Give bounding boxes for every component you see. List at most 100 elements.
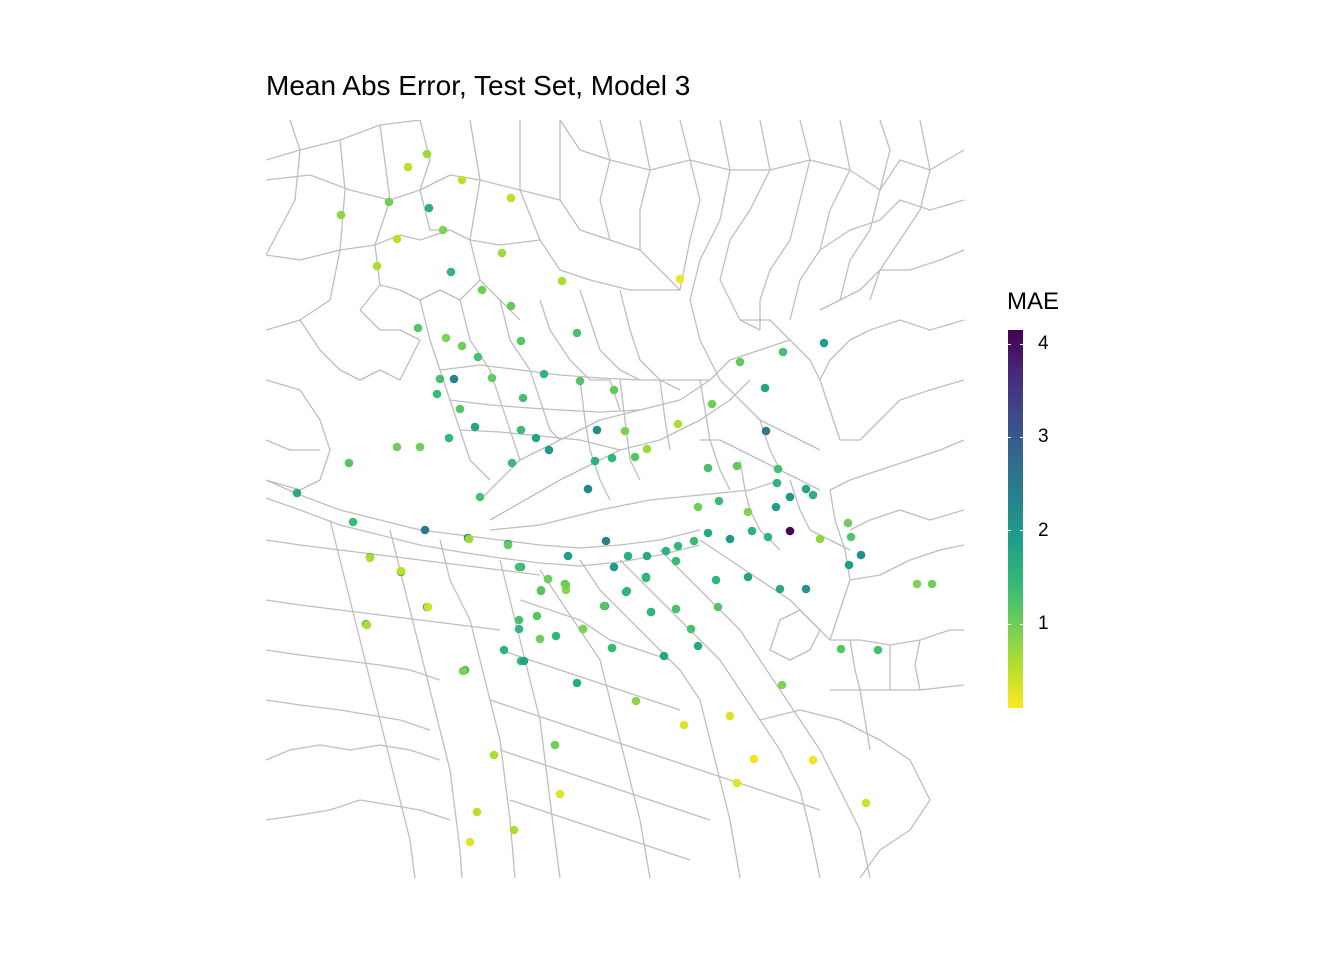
mae-point bbox=[561, 580, 571, 590]
mae-point bbox=[499, 645, 509, 655]
mae-point bbox=[642, 444, 652, 454]
mae-point bbox=[689, 536, 699, 546]
mae-point bbox=[583, 484, 593, 494]
mae-point bbox=[601, 536, 611, 546]
mae-point bbox=[539, 369, 549, 379]
mae-point bbox=[763, 532, 773, 542]
mae-point bbox=[673, 541, 683, 551]
mae-point bbox=[535, 634, 545, 644]
mae-point bbox=[509, 825, 519, 835]
mae-points bbox=[292, 149, 937, 847]
mae-point bbox=[630, 452, 640, 462]
mae-point bbox=[707, 399, 717, 409]
mae-point bbox=[773, 464, 783, 474]
mae-point bbox=[801, 484, 811, 494]
mae-point bbox=[749, 754, 759, 764]
mae-point bbox=[435, 374, 445, 384]
legend-colorbar bbox=[1008, 330, 1023, 708]
mae-point bbox=[519, 656, 529, 666]
mae-point bbox=[446, 267, 456, 277]
mae-point bbox=[785, 492, 795, 502]
mae-point bbox=[808, 490, 818, 500]
mae-point bbox=[844, 560, 854, 570]
mae-point bbox=[819, 338, 829, 348]
mae-point bbox=[384, 197, 394, 207]
mae-point bbox=[506, 193, 516, 203]
mae-point bbox=[438, 225, 448, 235]
mae-point bbox=[423, 602, 433, 612]
mae-point bbox=[641, 573, 651, 583]
mae-point bbox=[671, 604, 681, 614]
mae-point bbox=[563, 551, 573, 561]
mae-point bbox=[516, 336, 526, 346]
mae-point bbox=[457, 341, 467, 351]
mae-point bbox=[413, 323, 423, 333]
legend-title: MAE bbox=[1007, 288, 1060, 315]
mae-point bbox=[743, 572, 753, 582]
mae-point bbox=[518, 393, 528, 403]
mae-point bbox=[725, 711, 735, 721]
mae-point bbox=[646, 607, 656, 617]
mae-point bbox=[856, 550, 866, 560]
mae-point bbox=[396, 566, 406, 576]
mae-point bbox=[873, 645, 883, 655]
mae-point bbox=[703, 463, 713, 473]
mae-point bbox=[458, 666, 468, 676]
mae-point bbox=[772, 478, 782, 488]
mae-point bbox=[623, 551, 633, 561]
mae-point bbox=[631, 696, 641, 706]
mae-point bbox=[686, 624, 696, 634]
mae-point bbox=[599, 601, 609, 611]
mae-point bbox=[477, 285, 487, 295]
mae-point bbox=[292, 488, 302, 498]
mae-point bbox=[912, 579, 922, 589]
mae-point bbox=[487, 373, 497, 383]
mae-point bbox=[455, 404, 465, 414]
mae-point bbox=[489, 750, 499, 760]
mae-point bbox=[703, 528, 713, 538]
mae-point bbox=[362, 620, 372, 630]
mae-point bbox=[575, 376, 585, 386]
mae-point bbox=[777, 680, 787, 690]
mae-point bbox=[609, 385, 619, 395]
mae-point bbox=[550, 740, 560, 750]
mae-point bbox=[472, 807, 482, 817]
mae-point bbox=[927, 579, 937, 589]
mae-point bbox=[711, 575, 721, 585]
mae-point bbox=[344, 458, 354, 468]
mae-point bbox=[392, 234, 402, 244]
mae-point bbox=[365, 553, 375, 563]
mae-point bbox=[836, 644, 846, 654]
mae-point bbox=[536, 586, 546, 596]
mae-point bbox=[761, 426, 771, 436]
mae-point bbox=[679, 720, 689, 730]
mae-point bbox=[551, 631, 561, 641]
mae-point bbox=[441, 333, 451, 343]
mae-point bbox=[861, 798, 871, 808]
mae-point bbox=[713, 602, 723, 612]
mae-point bbox=[661, 546, 671, 556]
mae-point bbox=[607, 453, 617, 463]
mae-point bbox=[725, 534, 735, 544]
mae-point bbox=[735, 357, 745, 367]
mae-point bbox=[775, 584, 785, 594]
mae-point bbox=[424, 203, 434, 213]
mae-point bbox=[507, 458, 517, 468]
mae-point bbox=[465, 837, 475, 847]
mae-point bbox=[673, 419, 683, 429]
mae-point bbox=[473, 352, 483, 362]
mae-point bbox=[607, 643, 617, 653]
mae-point bbox=[572, 328, 582, 338]
mae-point bbox=[506, 301, 516, 311]
legend-tick-label: 4 bbox=[1038, 333, 1049, 354]
mae-point bbox=[336, 210, 346, 220]
mae-point bbox=[846, 532, 856, 542]
mae-point bbox=[444, 433, 454, 443]
mae-point bbox=[693, 502, 703, 512]
mae-point bbox=[760, 383, 770, 393]
mae-point bbox=[592, 425, 602, 435]
mae-point bbox=[392, 442, 402, 452]
legend-tick-label: 2 bbox=[1038, 519, 1049, 541]
mae-point bbox=[532, 611, 542, 621]
